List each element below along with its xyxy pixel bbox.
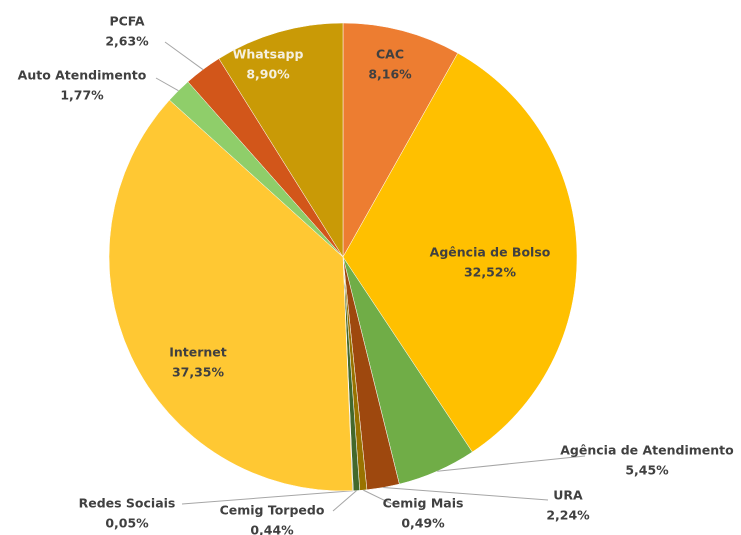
leader-line (383, 487, 549, 501)
leader-line (363, 489, 393, 505)
leader-line (437, 455, 586, 472)
pie-slice (342, 52, 578, 453)
slice-label: Agência de Bolso (430, 245, 551, 260)
slice-label: Agência de Atendimento (560, 443, 734, 458)
slice-value-label: 5,45% (625, 463, 669, 478)
slice-value-label: 0,05% (105, 516, 149, 531)
pie-slice (218, 22, 344, 258)
slice-value-label: 8,16% (368, 67, 412, 82)
slice-value-label: 2,63% (105, 34, 149, 49)
leader-line (155, 77, 179, 92)
slice-label: Cemig Mais (383, 496, 464, 511)
slice-label: URA (553, 488, 583, 503)
slice-value-label: 0,49% (401, 516, 445, 531)
slice-label: Whatsapp (233, 47, 304, 62)
leader-line (164, 41, 204, 70)
leader-line (181, 490, 353, 505)
slice-value-label: 8,90% (246, 67, 290, 82)
slice-value-label: 37,35% (172, 365, 225, 380)
slice-label: Auto Atendimento (18, 68, 147, 83)
slice-value-label: 0,44% (250, 523, 294, 535)
slice-label: Redes Sociais (79, 496, 176, 511)
pie-slice (108, 99, 353, 492)
slice-value-label: 1,77% (60, 88, 104, 103)
slice-value-label: 2,24% (546, 508, 590, 523)
slice-value-label: 32,52% (464, 265, 517, 280)
slice-label: CAC (376, 47, 404, 62)
slice-label: Cemig Torpedo (220, 503, 325, 518)
slice-label: Internet (169, 345, 227, 360)
slice-label: PCFA (109, 14, 144, 29)
pie-slice (342, 22, 459, 258)
leader-line (332, 490, 357, 512)
